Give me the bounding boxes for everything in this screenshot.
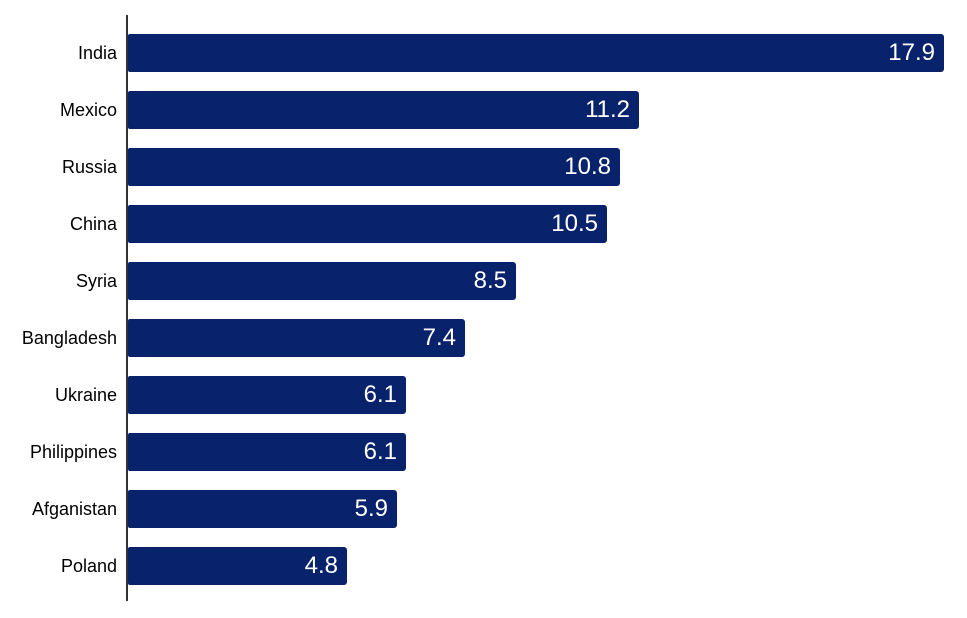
category-label: Bangladesh	[21, 327, 117, 348]
value-label: 11.2	[585, 96, 630, 123]
y-axis-line	[126, 15, 128, 601]
category-label: Philippines	[29, 441, 117, 462]
category-label: Syria	[75, 270, 117, 291]
category-label: Ukraine	[54, 384, 117, 405]
bar: 10.5	[128, 205, 607, 243]
bar: 8.5	[128, 262, 516, 300]
bar: 10.8	[128, 148, 620, 186]
value-label: 5.9	[354, 495, 388, 522]
bar: 17.9	[128, 34, 944, 72]
value-label: 4.8	[304, 552, 338, 579]
bar: 5.9	[128, 490, 397, 528]
value-label: 17.9	[888, 39, 935, 66]
bar: 7.4	[128, 319, 465, 357]
category-label: India	[77, 42, 117, 63]
bar: 6.1	[128, 376, 406, 414]
value-label: 10.5	[551, 210, 598, 237]
category-label: China	[69, 213, 117, 234]
category-label: Afganistan	[31, 498, 117, 519]
value-label: 7.4	[422, 324, 456, 351]
value-label: 6.1	[363, 381, 397, 408]
category-label: Mexico	[59, 99, 117, 120]
value-label: 10.8	[564, 153, 611, 180]
bar: 11.2	[128, 91, 639, 129]
value-label: 8.5	[473, 267, 507, 294]
category-label: Russia	[61, 156, 117, 177]
bar: 6.1	[128, 433, 406, 471]
category-label: Poland	[60, 555, 117, 576]
bar: 4.8	[128, 547, 347, 585]
value-label: 6.1	[363, 438, 397, 465]
